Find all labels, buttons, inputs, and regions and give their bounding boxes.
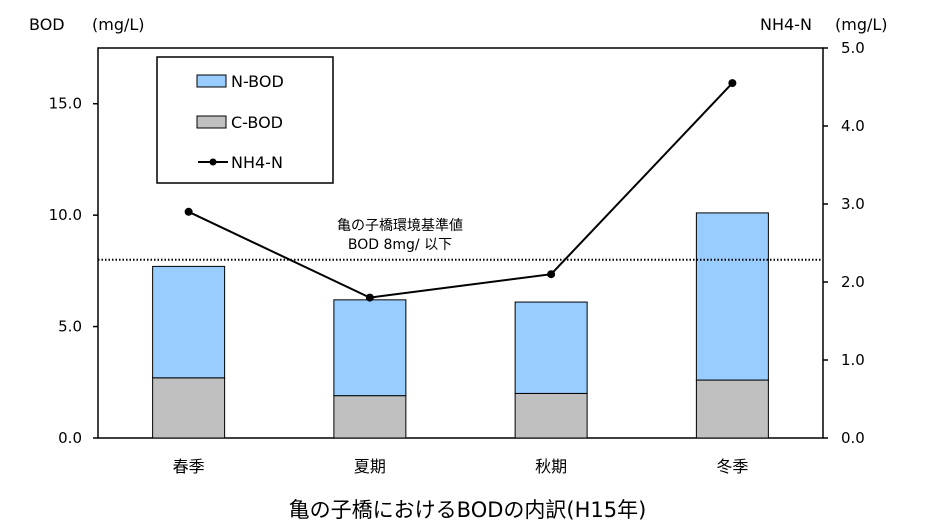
category-label: 冬季	[716, 457, 748, 476]
bar-c-bod	[515, 393, 587, 438]
reference-label-line2: BOD 8mg/ 以下	[348, 237, 452, 253]
left-tick-label: 0.0	[58, 429, 82, 447]
bar-c-bod	[153, 378, 225, 438]
right-tick-label: 3.0	[841, 195, 865, 213]
legend: N-BOD C-BOD NH4-N	[157, 57, 333, 183]
legend-label-c-bod: C-BOD	[231, 113, 283, 132]
nh4-point	[547, 270, 555, 278]
legend-swatch-n-bod	[197, 75, 226, 87]
bar-n-bod	[696, 213, 768, 380]
category-label: 秋期	[535, 457, 567, 476]
left-axis-unit: (mg/L)	[92, 15, 145, 34]
legend-swatch-c-bod	[197, 116, 226, 128]
bar-n-bod	[153, 266, 225, 377]
legend-label-n-bod: N-BOD	[231, 72, 284, 91]
right-tick-label: 0.0	[841, 429, 865, 447]
left-axis-label: BOD	[29, 15, 65, 34]
right-tick-label: 2.0	[841, 273, 865, 291]
left-tick-label: 15.0	[49, 95, 82, 113]
chart: BOD (mg/L) NH4-N (mg/L) 0.0 5.0 10.0 15.0 0…	[0, 0, 935, 494]
bar-n-bod	[515, 302, 587, 393]
right-axis-label: NH4-N	[760, 15, 812, 34]
category-label: 夏期	[354, 457, 386, 476]
legend-swatch-nh4-marker	[210, 159, 217, 166]
legend-label-nh4-n: NH4-N	[231, 153, 283, 172]
right-tick-label: 4.0	[841, 117, 865, 135]
right-axis-unit: (mg/L)	[835, 15, 888, 34]
bar-c-bod	[334, 396, 406, 438]
bar-n-bod	[334, 300, 406, 396]
bar-series	[153, 213, 769, 438]
left-tick-label: 10.0	[49, 206, 82, 224]
nh4-point	[728, 79, 736, 87]
bar-c-bod	[696, 380, 768, 438]
left-axis-ticks: 0.0 5.0 10.0 15.0	[49, 95, 98, 447]
left-tick-label: 5.0	[58, 318, 82, 336]
nh4-point	[366, 294, 374, 302]
right-tick-label: 1.0	[841, 351, 865, 369]
category-labels: 春季 夏期 秋期 冬季	[173, 457, 749, 476]
reference-label-line1: 亀の子橋環境基準値	[337, 217, 463, 234]
category-label: 春季	[173, 457, 205, 476]
nh4-point	[185, 208, 193, 216]
right-tick-label: 5.0	[841, 39, 865, 57]
right-axis-ticks: 0.0 1.0 2.0 3.0 4.0 5.0	[823, 39, 865, 447]
chart-title: 亀の子橋におけるBODの内訳(H15年)	[0, 494, 935, 524]
